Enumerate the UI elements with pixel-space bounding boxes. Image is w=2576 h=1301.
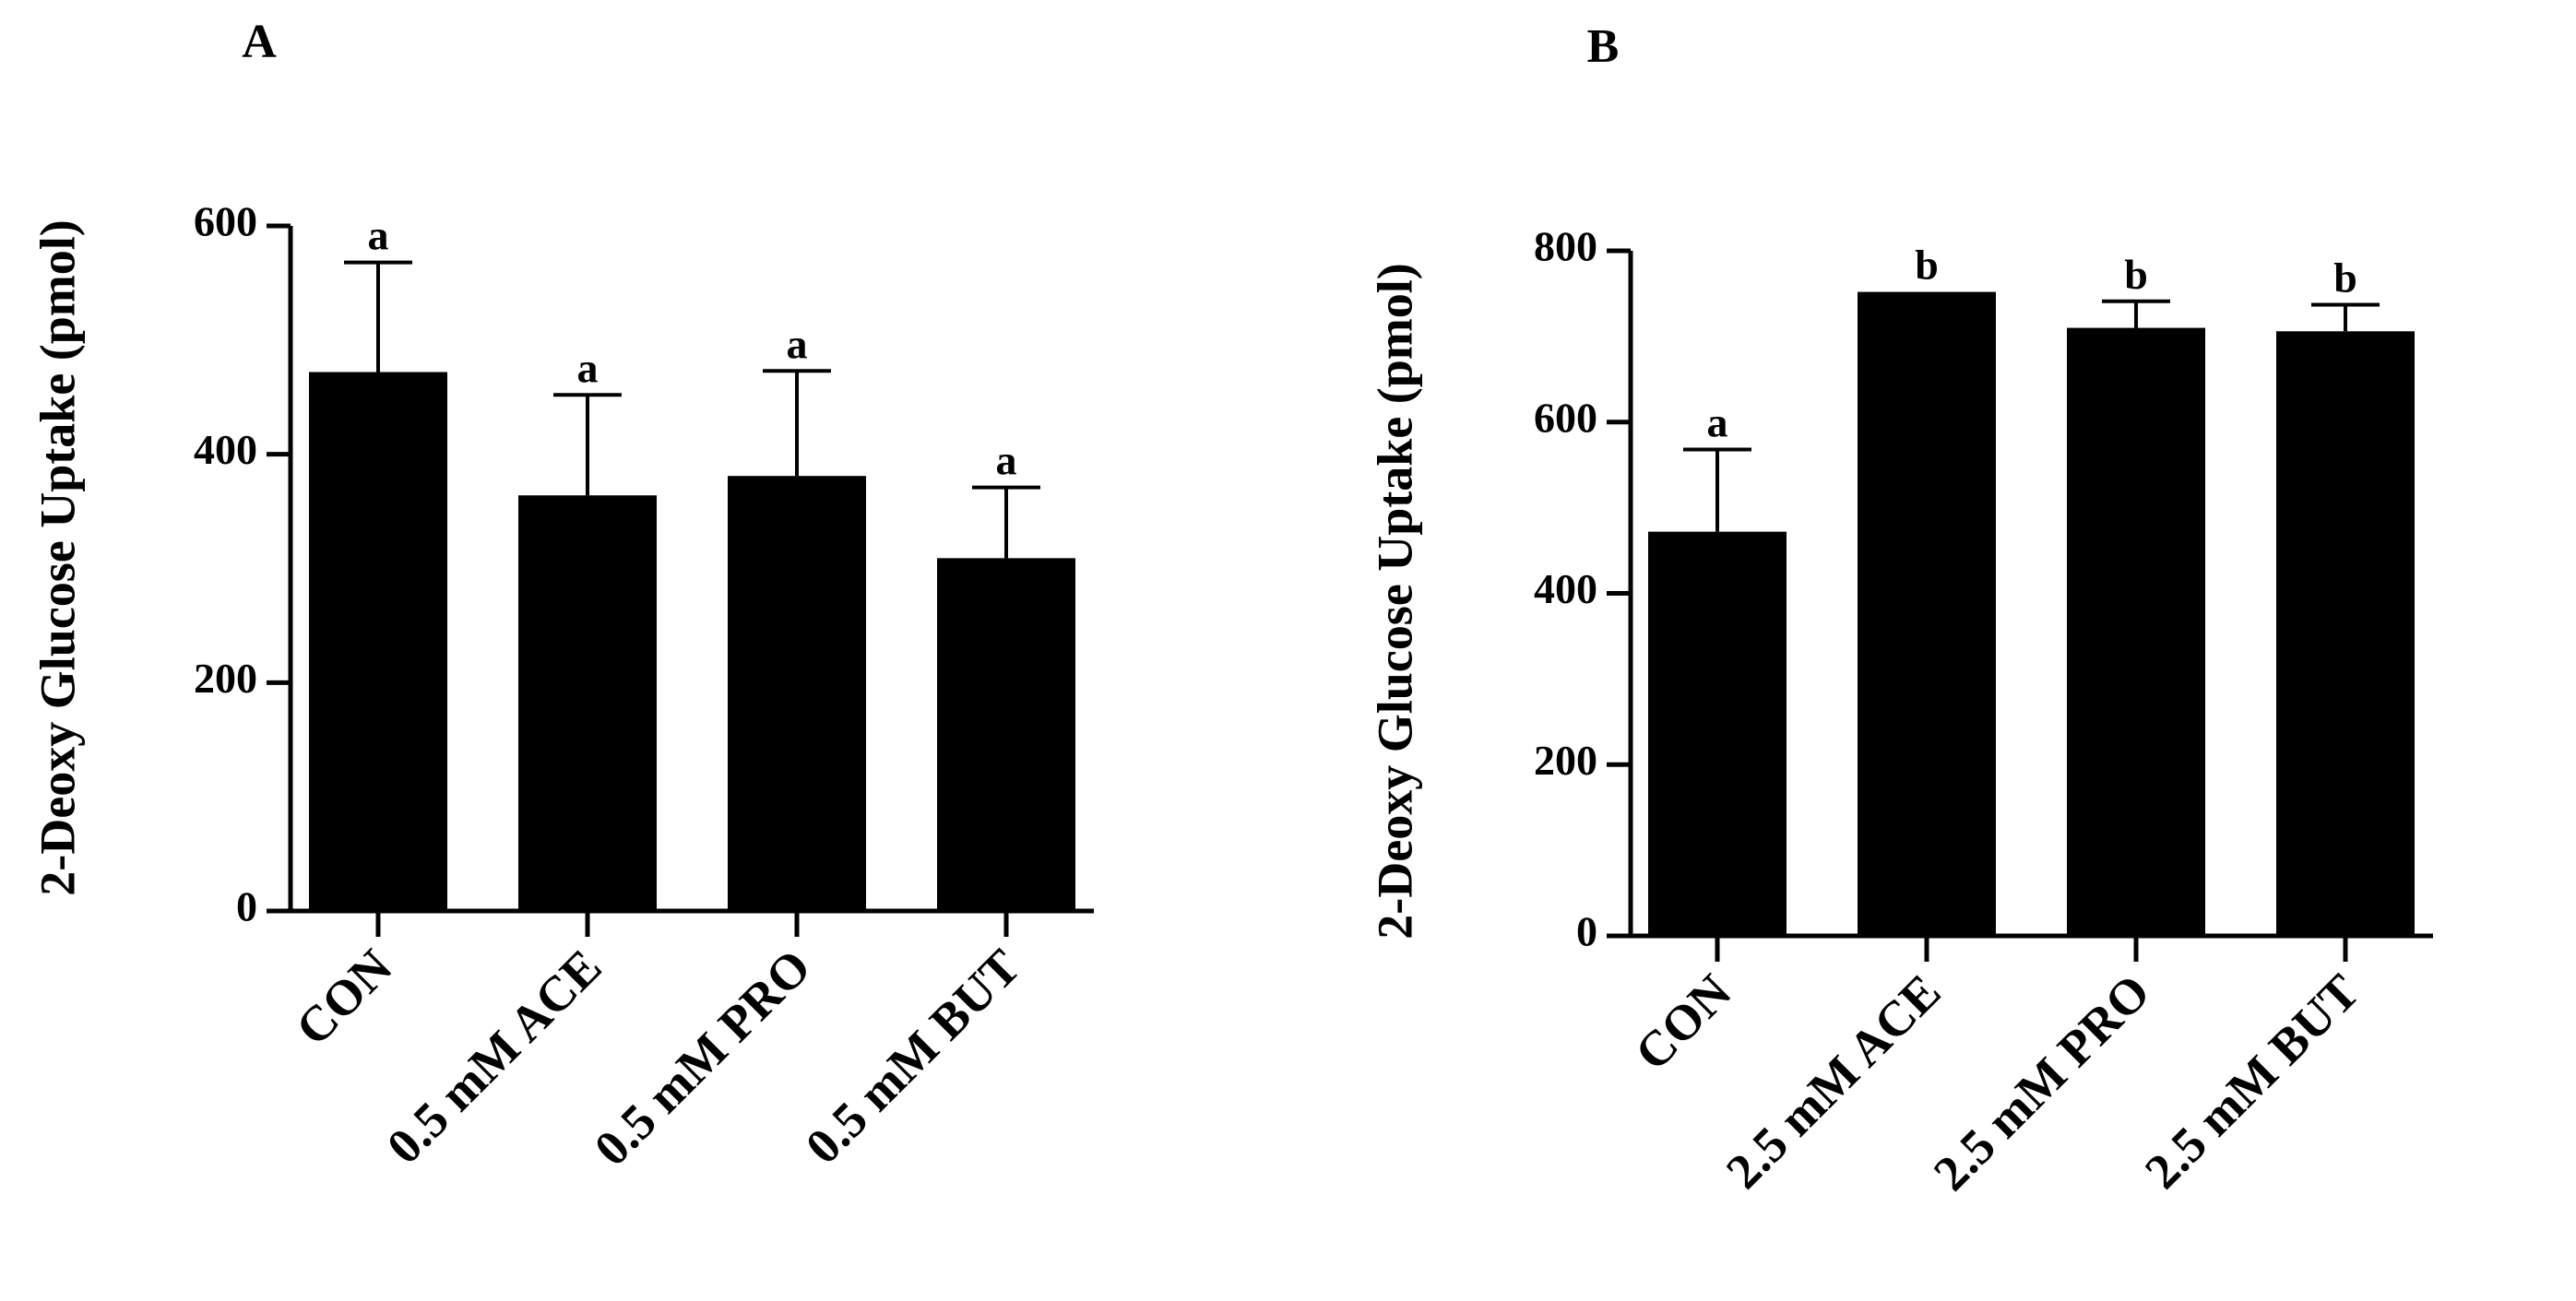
x-tick-label-b-2-5-mm-but: 2.5 mM BUT [2134, 964, 2370, 1200]
y-tick-label-b-600: 600 [1534, 394, 1597, 441]
bar-b-2-5-mm-but [2276, 331, 2415, 936]
x-tick-label-a-0-5-mm-pro: 0.5 mM PRO [584, 939, 822, 1177]
x-tick-label-b-2-5-mm-ace: 2.5 mM ACE [1715, 964, 1952, 1200]
x-tick-label-b-2-5-mm-pro: 2.5 mM PRO [1923, 964, 2161, 1201]
y-axis-label-a: 2-Deoxy Glucose Uptake (pmol) [30, 219, 85, 895]
y-tick-label-b-400: 400 [1534, 565, 1597, 612]
y-tick-label-a-200: 200 [194, 655, 257, 702]
bar-b-con [1648, 531, 1787, 936]
panel-label-b: B [1587, 20, 1620, 73]
annotation-a-0-5-mm-pro: a [787, 320, 808, 367]
annotation-b-2-5-mm-ace: b [1915, 242, 1939, 289]
panel-label-a: A [242, 16, 277, 68]
annotation-b-2-5-mm-but: b [2333, 254, 2357, 302]
y-tick-label-b-200: 200 [1534, 737, 1597, 784]
y-tick-label-a-600: 600 [194, 198, 257, 245]
annotation-a-0-5-mm-but: a [996, 437, 1017, 484]
chart-panel-a: A 2-Deoxy Glucose Uptake (pmol) a CON a 0.5 m… [30, 16, 1094, 1177]
x-tick-label-b-con: CON [1624, 964, 1741, 1081]
x-tick-label-a-con: CON [285, 939, 402, 1056]
y-tick-label-b-800: 800 [1534, 223, 1597, 270]
chart-panel-b: B 2-Deoxy Glucose Uptake (pmol) a CON b 2.5 m… [1367, 20, 2433, 1201]
x-tick-label-a-0-5-mm-but: 0.5 mM BUT [795, 939, 1031, 1175]
y-tick-label-a-0: 0 [236, 883, 257, 930]
annotation-b-2-5-mm-pro: b [2124, 251, 2148, 298]
y-tick-label-b-0: 0 [1576, 908, 1597, 955]
bar-b-2-5-mm-pro [2067, 327, 2205, 936]
bar-a-0-5-mm-ace [518, 495, 657, 911]
annotation-b-con: a [1707, 398, 1728, 445]
x-tick-label-a-0-5-mm-ace: 0.5 mM ACE [376, 939, 612, 1175]
y-tick-label-a-400: 400 [194, 426, 257, 473]
bar-a-0-5-mm-but [937, 558, 1075, 911]
bar-b-2-5-mm-ace [1858, 291, 1996, 937]
bar-a-0-5-mm-pro [728, 476, 866, 911]
annotation-a-con: a [368, 212, 389, 259]
y-axis-label-b: 2-Deoxy Glucose Uptake (pmol) [1367, 263, 1422, 939]
bar-a-con [309, 372, 447, 911]
annotation-a-0-5-mm-ace: a [577, 344, 599, 391]
